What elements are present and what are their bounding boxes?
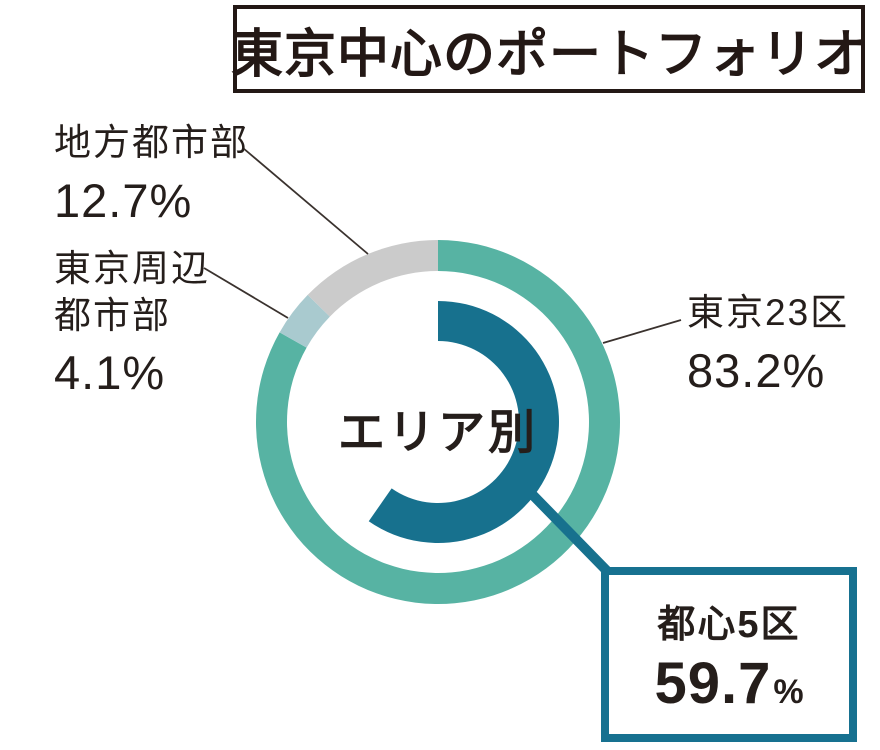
callout-central-5-wards-value: 59.7 (654, 650, 772, 716)
label-regional-urban-name: 地方都市部 (54, 122, 249, 163)
outer-ring-segment-1 (279, 294, 330, 348)
label-tokyo-surrounding: 東京周辺 都市部 4.1% (54, 246, 210, 402)
label-regional-urban: 地方都市部 12.7% (54, 120, 249, 230)
callout-central-5-wards-value-row: 59.7% (654, 650, 803, 717)
chart-title: 東京中心のポートフォリオ (231, 25, 868, 84)
callout-central-5-wards: 都心5区 59.7% (601, 567, 857, 742)
callout-central-5-wards-name: 都心5区 (657, 603, 801, 646)
label-tokyo-surrounding-name-line1: 東京周辺 (54, 248, 210, 289)
outer-ring-segment-2 (307, 240, 438, 317)
leader-line-regional-urban (242, 147, 369, 255)
leader-line-tokyo-surrounding (203, 267, 289, 319)
donut-center-label: エリア別 (338, 405, 538, 459)
inner-arc-central-5-wards (368, 301, 559, 543)
callout-central-5-wards-unit: % (773, 672, 804, 711)
label-tokyo-surrounding-name-line2: 都市部 (54, 294, 171, 336)
label-tokyo-23-wards-pct: 83.2% (687, 343, 826, 397)
leader-line-tokyo-23-wards (602, 319, 682, 344)
label-tokyo-23-wards-name: 東京23区 (687, 292, 850, 333)
chart-title-box: 東京中心のポートフォリオ (231, 5, 868, 93)
label-tokyo-23-wards: 東京23区 83.2% (687, 290, 849, 400)
label-tokyo-surrounding-pct: 4.1% (54, 346, 166, 400)
label-regional-urban-pct: 12.7% (54, 173, 193, 227)
leader-line-central-5-wards (520, 482, 612, 576)
